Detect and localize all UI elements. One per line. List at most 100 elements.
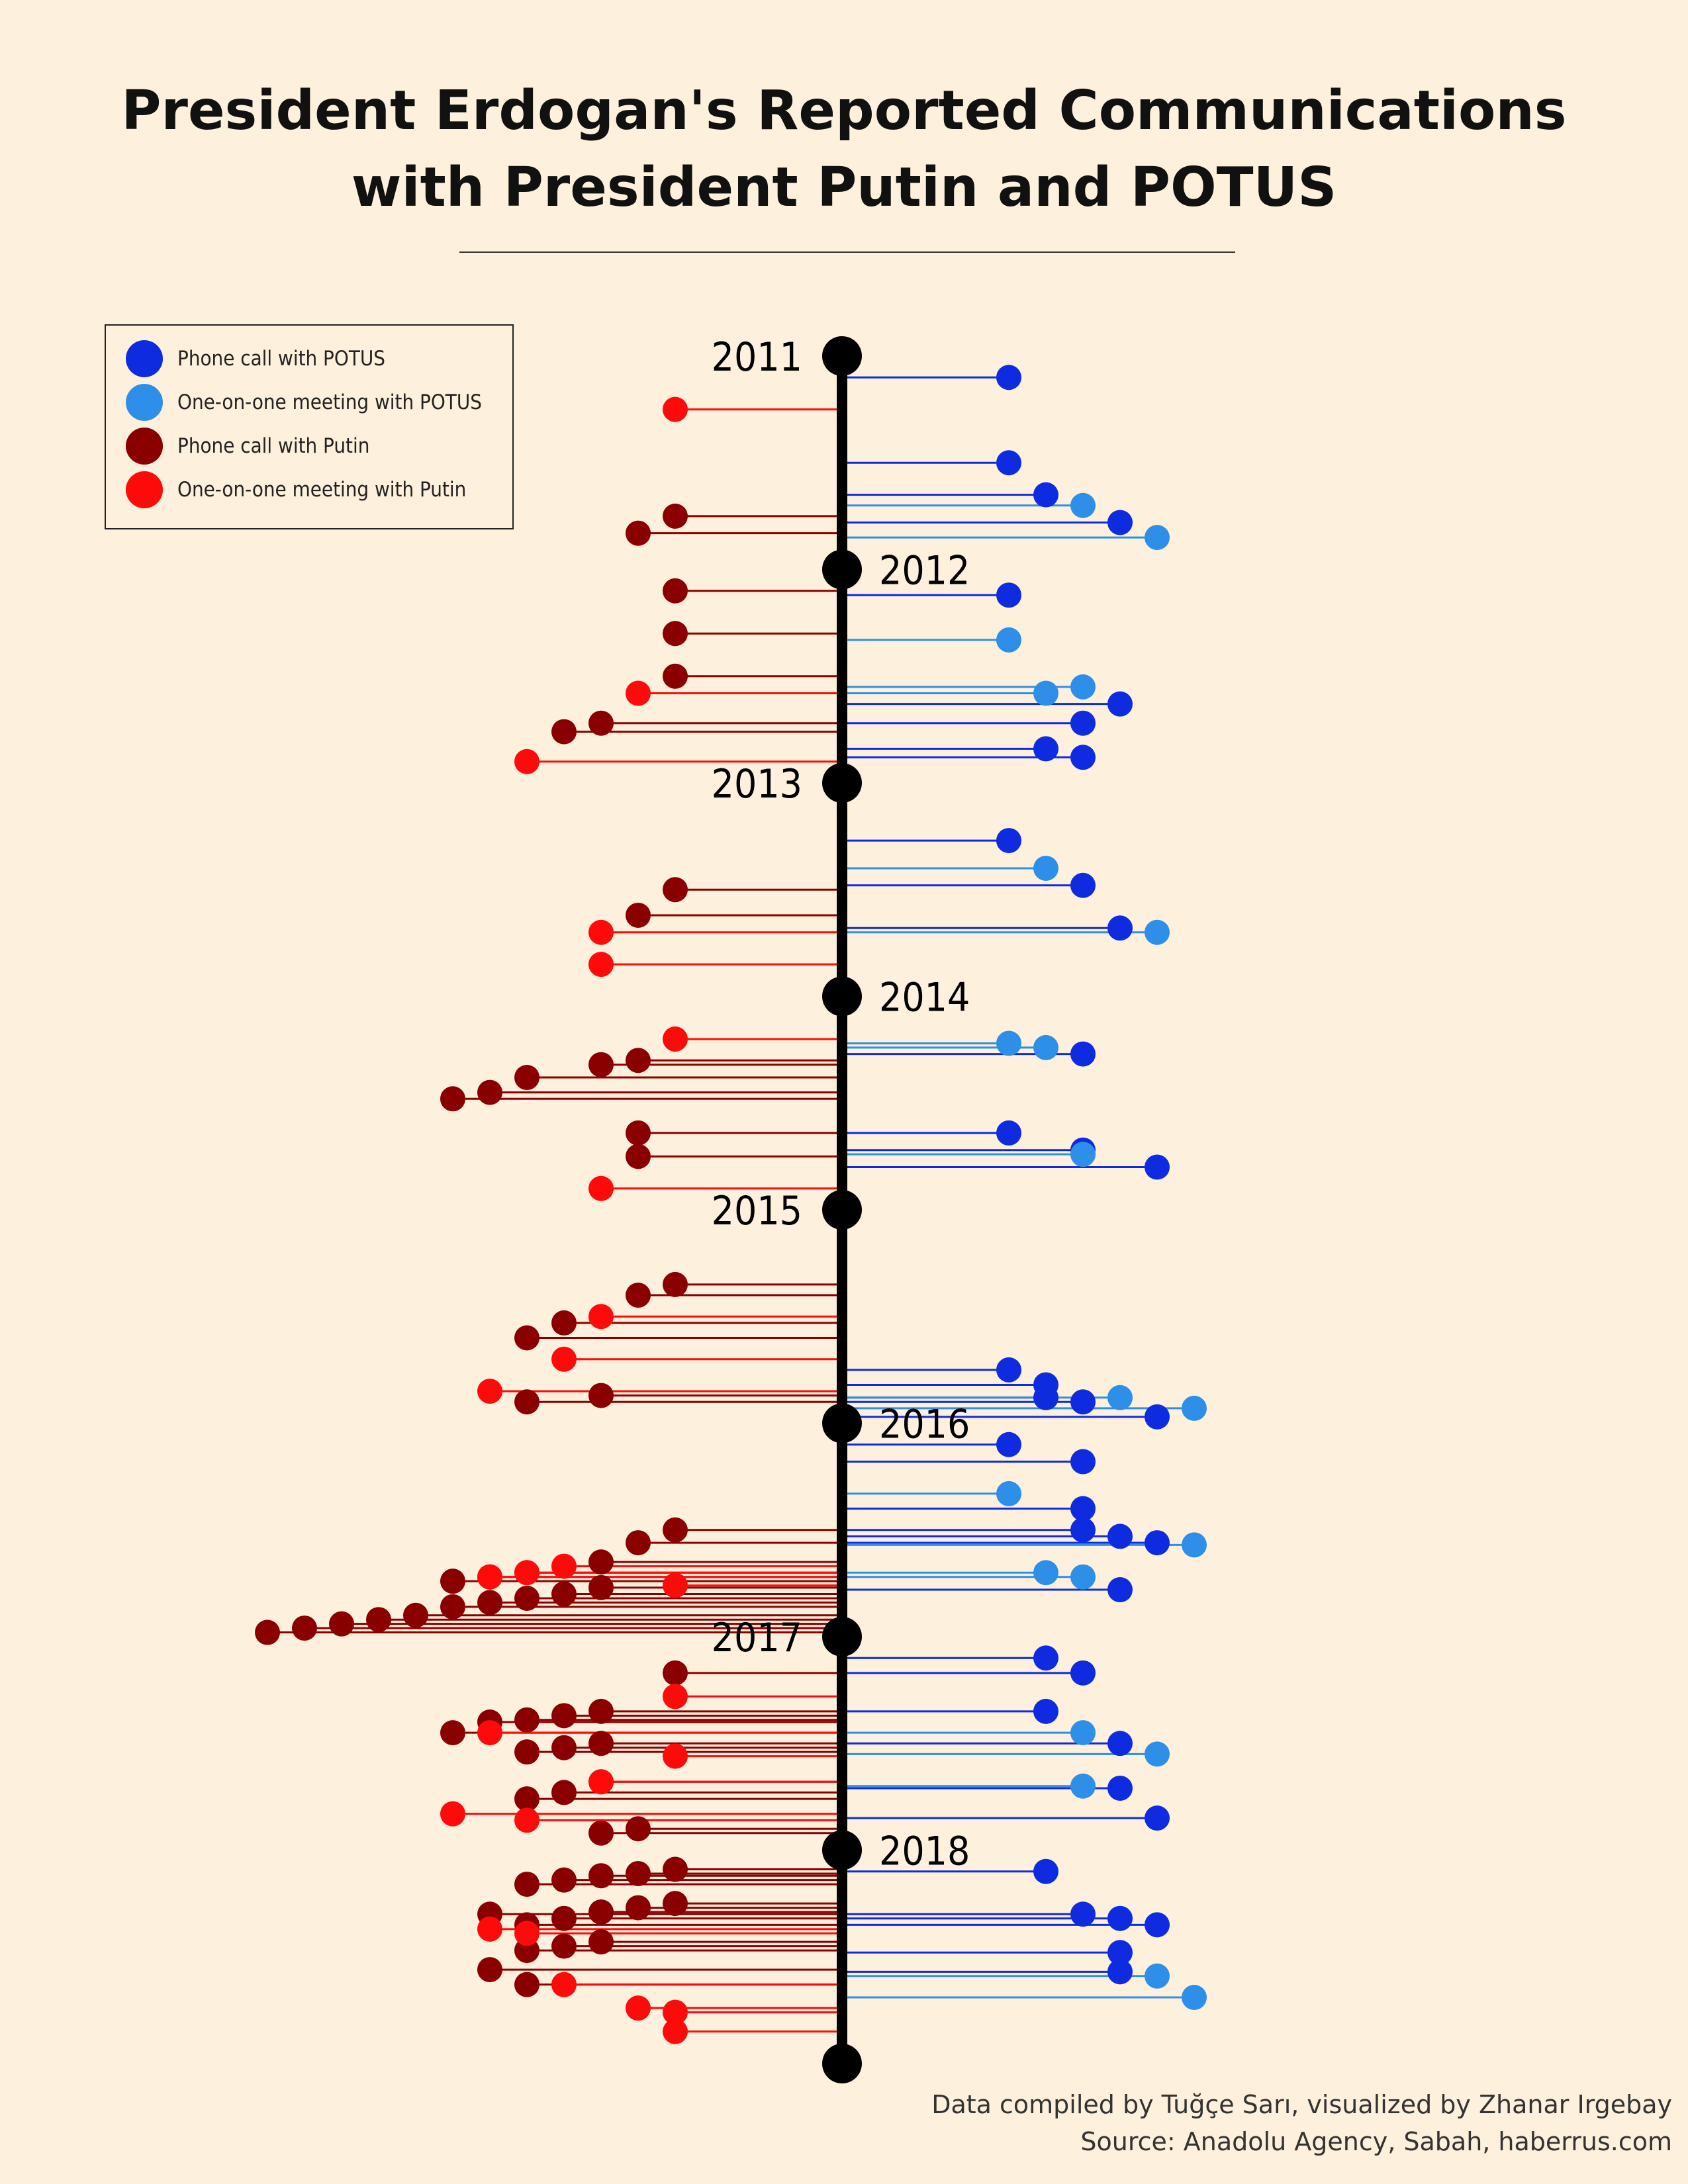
marker-phone_putin-0 xyxy=(663,503,688,529)
marker-phone_potus-7 xyxy=(1033,736,1058,762)
marker-phone_potus-20 xyxy=(1145,1404,1170,1430)
year-node-2018 xyxy=(822,1830,862,1870)
marker-phone_putin-58 xyxy=(626,1895,651,1921)
marker-phone_putin-19 xyxy=(514,1325,539,1351)
marker-phone_putin-50 xyxy=(626,1816,651,1842)
marker-meeting_putin-10 xyxy=(551,1553,577,1579)
marker-phone_potus-18 xyxy=(1033,1385,1058,1410)
marker-meeting_potus-13 xyxy=(1182,1532,1207,1558)
marker-phone_putin-46 xyxy=(514,1739,539,1765)
year-node-2012 xyxy=(822,549,862,590)
marker-phone_putin-33 xyxy=(403,1602,428,1628)
marker-meeting_potus-4 xyxy=(1033,680,1058,706)
marker-phone_putin-34 xyxy=(366,1607,391,1633)
chart-title-line-1: President Erdogan's Reported Communicati… xyxy=(121,79,1567,142)
legend-swatch-phone-potus xyxy=(126,340,163,377)
marker-phone_potus-9 xyxy=(996,828,1021,854)
marker-phone_putin-31 xyxy=(477,1590,502,1615)
marker-phone_putin-63 xyxy=(588,1929,614,1955)
marker-meeting_putin-14 xyxy=(663,1684,688,1709)
marker-meeting_potus-14 xyxy=(1033,1560,1058,1586)
marker-phone_putin-28 xyxy=(588,1574,614,1600)
marker-phone_putin-60 xyxy=(551,1905,577,1931)
marker-meeting_putin-9 xyxy=(477,1379,502,1404)
legend: Phone call with POTUS One-on-one meeting… xyxy=(105,324,514,529)
marker-phone_potus-25 xyxy=(1107,1524,1133,1549)
marker-phone_putin-54 xyxy=(588,1863,614,1889)
marker-phone_potus-6 xyxy=(1070,710,1096,736)
marker-meeting_putin-7 xyxy=(588,1304,614,1330)
marker-phone_putin-5 xyxy=(588,710,614,736)
title-divider xyxy=(459,251,1235,253)
marker-phone_potus-26 xyxy=(1145,1530,1170,1556)
marker-phone_putin-20 xyxy=(588,1383,614,1408)
marker-meeting_putin-4 xyxy=(588,952,614,978)
marker-phone_putin-64 xyxy=(551,1933,577,1959)
marker-phone_putin-55 xyxy=(551,1867,577,1893)
chart-title-line-2: with President Putin and POTUS xyxy=(351,156,1337,219)
marker-phone_putin-18 xyxy=(551,1310,577,1336)
markers-layer xyxy=(255,365,1207,2044)
marker-phone_putin-30 xyxy=(514,1585,539,1611)
marker-phone_putin-21 xyxy=(514,1389,539,1415)
marker-phone_potus-1 xyxy=(996,450,1021,476)
source-caption: Data compiled by Tuğçe Sarı, visualized … xyxy=(931,2086,1672,2160)
marker-phone_potus-5 xyxy=(1107,691,1133,717)
marker-phone_potus-39 xyxy=(1107,1959,1133,1985)
marker-phone_putin-36 xyxy=(292,1615,317,1641)
marker-phone_putin-9 xyxy=(626,1048,651,1073)
marker-meeting_potus-8 xyxy=(1033,1034,1058,1060)
marker-meeting_putin-12 xyxy=(477,1564,502,1590)
marker-meeting_potus-2 xyxy=(996,627,1021,653)
marker-phone_potus-22 xyxy=(1070,1449,1096,1475)
marker-phone_putin-27 xyxy=(440,1569,465,1594)
marker-phone_putin-38 xyxy=(663,1660,688,1686)
marker-meeting_putin-6 xyxy=(588,1175,614,1201)
marker-phone_putin-37 xyxy=(255,1619,280,1645)
year-label-2014: 2014 xyxy=(879,975,970,1021)
marker-meeting_putin-16 xyxy=(663,1743,688,1769)
marker-phone_potus-11 xyxy=(1107,915,1133,941)
year-node-2015 xyxy=(822,1190,862,1230)
marker-meeting_potus-15 xyxy=(1070,1564,1096,1590)
marker-meeting_putin-21 xyxy=(514,1921,539,1946)
marker-phone_putin-49 xyxy=(514,1786,539,1812)
year-node-2017 xyxy=(822,1617,862,1657)
year-node-2016 xyxy=(822,1403,862,1443)
marker-phone_putin-52 xyxy=(663,1856,688,1882)
marker-phone_putin-16 xyxy=(663,1271,688,1297)
marker-meeting_potus-7 xyxy=(996,1030,1021,1056)
marker-meeting_putin-8 xyxy=(551,1346,577,1372)
marker-phone_potus-2 xyxy=(1033,482,1058,508)
caption-credit: Data compiled by Tuğçe Sarı, visualized … xyxy=(931,2090,1672,2119)
marker-phone_putin-57 xyxy=(663,1891,688,1917)
marker-phone_putin-44 xyxy=(588,1731,614,1756)
marker-meeting_potus-5 xyxy=(1033,856,1058,881)
marker-phone_putin-53 xyxy=(626,1860,651,1886)
marker-phone_putin-14 xyxy=(626,1120,651,1146)
legend-item-meeting-putin: One-on-one meeting with Putin xyxy=(126,470,466,510)
marker-phone_putin-59 xyxy=(588,1899,614,1925)
marker-meeting_putin-0 xyxy=(663,396,688,422)
marker-phone_putin-43 xyxy=(440,1720,465,1746)
marker-meeting_potus-9 xyxy=(1070,1142,1096,1167)
year-node-2014 xyxy=(822,976,862,1017)
marker-phone_putin-4 xyxy=(663,663,688,689)
marker-phone_putin-67 xyxy=(514,1972,539,1997)
marker-meeting_putin-1 xyxy=(626,680,651,706)
legend-item-meeting-potus: One-on-one meeting with POTUS xyxy=(126,383,482,422)
marker-meeting_potus-3 xyxy=(1070,674,1096,700)
legend-item-phone-putin: Phone call with Putin xyxy=(126,426,369,466)
marker-phone_potus-24 xyxy=(1070,1517,1096,1543)
year-label-2013: 2013 xyxy=(712,761,802,807)
marker-phone_potus-0 xyxy=(996,365,1021,390)
marker-phone_potus-37 xyxy=(1145,1912,1170,1938)
year-label-2017: 2017 xyxy=(712,1615,802,1661)
year-label-2012: 2012 xyxy=(879,548,970,594)
marker-phone_potus-31 xyxy=(1107,1731,1133,1756)
marker-phone_putin-24 xyxy=(588,1549,614,1575)
marker-phone_putin-1 xyxy=(626,520,651,546)
marker-phone_potus-21 xyxy=(996,1432,1021,1457)
marker-meeting_potus-19 xyxy=(1145,1963,1170,1989)
